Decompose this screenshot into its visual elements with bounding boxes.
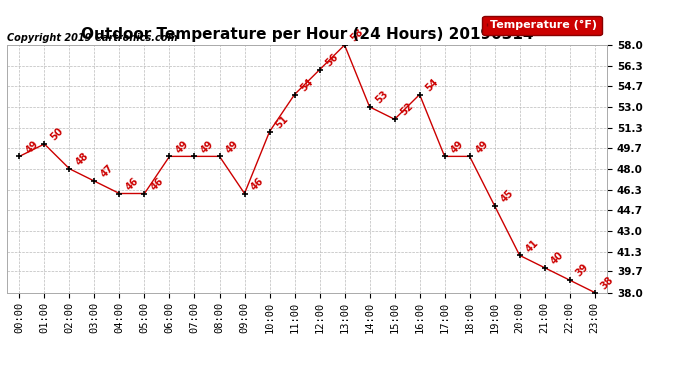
Text: 52: 52 [399, 101, 415, 118]
Text: 38: 38 [599, 274, 615, 291]
Text: 49: 49 [199, 138, 215, 155]
Text: 41: 41 [524, 237, 540, 254]
Text: 45: 45 [499, 188, 515, 204]
Text: 56: 56 [324, 52, 340, 68]
Text: 40: 40 [549, 250, 565, 266]
Text: Copyright 2019 Cartronics.com: Copyright 2019 Cartronics.com [7, 33, 177, 42]
Text: 54: 54 [424, 76, 440, 93]
Text: 39: 39 [574, 262, 591, 279]
Text: 46: 46 [124, 176, 140, 192]
Text: 46: 46 [248, 176, 265, 192]
Legend: Temperature (°F): Temperature (°F) [482, 16, 602, 35]
Text: 50: 50 [48, 126, 65, 142]
Text: 48: 48 [74, 151, 90, 167]
Text: 49: 49 [23, 138, 40, 155]
Text: 53: 53 [374, 89, 391, 105]
Text: 49: 49 [174, 138, 190, 155]
Text: 58: 58 [348, 27, 366, 44]
Text: 49: 49 [474, 138, 491, 155]
Text: 49: 49 [448, 138, 465, 155]
Text: 47: 47 [99, 163, 115, 180]
Text: 54: 54 [299, 76, 315, 93]
Text: 46: 46 [148, 176, 165, 192]
Title: Outdoor Temperature per Hour (24 Hours) 20190314: Outdoor Temperature per Hour (24 Hours) … [81, 27, 533, 42]
Text: 51: 51 [274, 114, 290, 130]
Text: 49: 49 [224, 138, 240, 155]
